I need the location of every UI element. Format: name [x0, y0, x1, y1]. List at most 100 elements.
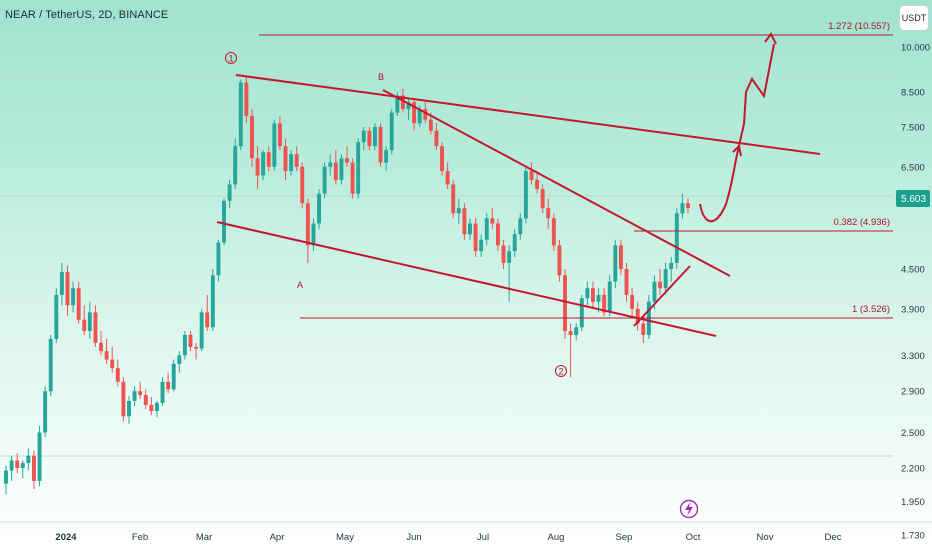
- candle: [473, 218, 478, 257]
- candle: [143, 389, 148, 410]
- candle: [523, 166, 528, 224]
- candle: [15, 453, 20, 474]
- candle: [37, 425, 42, 487]
- falling-wedge-line[interactable]: [382, 89, 731, 277]
- candle: [367, 126, 372, 151]
- candle: [138, 381, 143, 399]
- upper-channel-line[interactable]: [235, 74, 821, 155]
- candle: [244, 76, 249, 124]
- candle: [440, 142, 444, 176]
- candle: [93, 305, 98, 347]
- last-price-label: 5.603: [901, 194, 926, 205]
- candle: [591, 281, 595, 309]
- fib-levels: 1.272 (10.557) 0.382 (4.936) 1 (3.526): [259, 21, 893, 319]
- candle: [227, 179, 232, 209]
- candle: [194, 342, 199, 360]
- y-tick-label: 6.500: [901, 162, 925, 173]
- candle: [4, 465, 8, 495]
- candle: [171, 359, 176, 392]
- candle: [406, 98, 411, 120]
- candle: [283, 138, 288, 180]
- candle: [635, 301, 640, 332]
- candle: [462, 203, 467, 240]
- grid-lines: [0, 74, 893, 457]
- lower-channel-line[interactable]: [216, 221, 717, 337]
- x-tick-label: Sep: [616, 532, 633, 543]
- candle: [602, 288, 607, 317]
- price-axis: 10.000 8.500 7.500 6.500 4.500 3.900 3.300 2.90…: [901, 43, 930, 542]
- candle: [233, 138, 238, 190]
- candle: [445, 162, 450, 190]
- candle: [328, 154, 333, 176]
- candle: [557, 239, 562, 282]
- candle: [160, 377, 165, 406]
- fib-label: 0.382 (4.936): [833, 217, 890, 228]
- candle: [311, 218, 316, 252]
- candle: [501, 239, 506, 270]
- projection-arrowhead-mid: [732, 143, 742, 157]
- candle: [166, 372, 171, 394]
- candle: [624, 262, 629, 302]
- candle: [658, 269, 663, 295]
- fib-label: 1.272 (10.557): [828, 21, 890, 32]
- wave-2-label: 2: [559, 367, 564, 377]
- x-tick-label: Dec: [825, 532, 842, 543]
- candle: [87, 301, 92, 339]
- y-tick-label: 3.900: [901, 304, 925, 315]
- x-tick-label: Oct: [686, 532, 701, 543]
- candle: [680, 193, 685, 219]
- y-tick-label: 2.200: [901, 464, 925, 475]
- candle: [266, 146, 271, 172]
- candle: [199, 308, 204, 352]
- candle: [294, 146, 299, 172]
- candle: [154, 400, 159, 418]
- candle: [20, 460, 25, 479]
- candle: [54, 288, 59, 343]
- time-axis: 2024 Feb Mar Apr May Jun Jul Aug Sep Oct Nov Dec: [0, 521, 932, 543]
- wave-1-circle: [225, 52, 237, 64]
- candle: [378, 123, 383, 167]
- candle: [372, 123, 377, 151]
- last-price-marker: 5.603: [896, 190, 930, 207]
- candle: [31, 450, 36, 489]
- candle: [322, 162, 327, 199]
- candle: [59, 262, 64, 306]
- support-trendline[interactable]: [633, 265, 691, 327]
- candlestick-series: [4, 76, 690, 495]
- wave-a-label: A: [297, 280, 303, 290]
- x-tick-label: Feb: [132, 532, 148, 543]
- candle: [205, 294, 210, 332]
- candle: [104, 338, 109, 364]
- candle: [26, 448, 31, 471]
- x-tick-label: 2024: [55, 532, 77, 543]
- candle: [255, 146, 260, 190]
- candle: [115, 359, 120, 387]
- candle: [76, 281, 81, 324]
- x-tick-label: Mar: [196, 532, 212, 543]
- x-tick-label: May: [336, 532, 354, 543]
- candle: [563, 269, 567, 339]
- candle: [663, 262, 668, 295]
- candle: [551, 213, 556, 252]
- y-tick-label: 1.950: [901, 497, 925, 508]
- candle: [261, 150, 266, 180]
- candle: [518, 213, 523, 240]
- candle: [529, 162, 534, 185]
- wave-2-circle: [555, 365, 567, 377]
- candle: [361, 126, 366, 151]
- candle: [250, 109, 254, 167]
- candle: [579, 294, 584, 332]
- candle: [356, 138, 361, 199]
- event-icon[interactable]: [679, 499, 699, 519]
- candle: [345, 146, 349, 167]
- candle: [686, 198, 690, 214]
- candle: [574, 323, 579, 341]
- candle: [333, 150, 338, 185]
- wave-labels: 1 B A 2: [225, 52, 567, 377]
- currency-unit-badge[interactable]: USDT: [899, 5, 929, 31]
- candle: [127, 396, 131, 424]
- y-tick-label: 2.900: [901, 387, 925, 398]
- candle: [674, 208, 679, 270]
- candle: [568, 323, 573, 378]
- candle: [618, 239, 623, 276]
